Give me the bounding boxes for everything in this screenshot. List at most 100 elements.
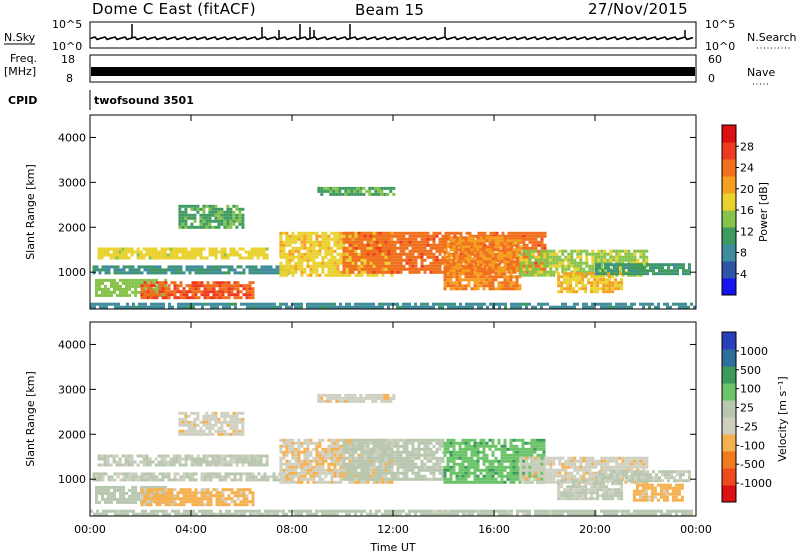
velocity-data-cell xyxy=(239,475,243,479)
velocity-data-cell xyxy=(324,447,328,451)
power-data-cell xyxy=(209,284,213,288)
power-data-cell xyxy=(634,269,637,273)
velocity-data-cell xyxy=(184,420,188,424)
velocity-data-cell xyxy=(251,478,255,482)
power-data-cell xyxy=(300,240,304,244)
velocity-data-cell xyxy=(381,471,385,475)
power-data-cell xyxy=(140,278,144,282)
velocity-data-cell xyxy=(220,423,224,427)
power-data-cell xyxy=(380,186,384,190)
power-data-cell xyxy=(603,258,607,262)
power-data-cell xyxy=(241,225,245,229)
power-data-cell xyxy=(411,240,415,244)
power-data-cell xyxy=(155,284,159,288)
velocity-data-cell xyxy=(115,454,119,458)
power-data-cell xyxy=(372,267,376,271)
velocity-data-cell xyxy=(155,491,159,495)
power-data-cell xyxy=(531,234,535,238)
power-data-cell xyxy=(136,247,140,251)
power-data-cell xyxy=(399,231,403,235)
velocity-data-cell xyxy=(211,411,215,415)
power-data-cell xyxy=(152,278,156,282)
velocity-data-cell xyxy=(396,447,400,451)
power-data-cell xyxy=(497,245,501,249)
velocity-data-cell xyxy=(339,444,343,448)
velocity-data-cell xyxy=(288,468,292,472)
power-data-cell xyxy=(263,268,267,272)
power-data-cell xyxy=(608,275,612,279)
power-data-cell xyxy=(291,267,295,271)
power-data-cell xyxy=(158,287,162,291)
power-data-cell xyxy=(610,263,613,267)
power-data-cell xyxy=(178,222,182,226)
velocity-data-cell xyxy=(336,468,340,472)
velocity-data-cell xyxy=(318,474,322,478)
velocity-data-cell xyxy=(378,462,382,466)
power-data-cell xyxy=(318,305,321,309)
power-data-cell xyxy=(351,246,355,250)
power-data-cell xyxy=(458,254,462,258)
power-data-cell xyxy=(239,271,243,275)
velocity-data-cell xyxy=(279,447,283,451)
velocity-data-cell xyxy=(221,491,225,495)
power-data-cell xyxy=(601,269,604,273)
velocity-data-cell xyxy=(372,468,376,472)
velocity-data-cell xyxy=(196,429,200,433)
velocity-data-cell xyxy=(199,426,203,430)
power-data-cell xyxy=(531,246,535,250)
velocity-data-cell xyxy=(215,491,219,495)
power-data-cell xyxy=(239,296,243,300)
power-data-cell xyxy=(372,243,376,247)
velocity-data-cell xyxy=(230,497,234,501)
velocity-data-cell xyxy=(315,480,319,484)
power-data-cell xyxy=(336,252,340,256)
power-data-cell xyxy=(600,258,604,262)
power-data-cell xyxy=(482,239,486,243)
velocity-data-cell xyxy=(282,462,286,466)
power-data-cell xyxy=(682,272,685,276)
power-data-cell xyxy=(558,264,562,268)
power-data-cell xyxy=(318,302,321,306)
power-data-cell xyxy=(461,260,465,264)
velocity-data-cell xyxy=(152,500,156,504)
power-data-cell xyxy=(595,272,598,276)
velocity-data-cell xyxy=(348,444,352,448)
velocity-data-cell xyxy=(217,426,221,430)
power-data-cell xyxy=(449,269,453,273)
power-data-cell xyxy=(399,270,403,274)
power-data-cell xyxy=(158,281,162,285)
velocity-data-cell xyxy=(312,456,316,460)
velocity-data-cell xyxy=(169,460,173,464)
velocity-data-cell xyxy=(375,441,379,445)
velocity-data-cell xyxy=(188,491,192,495)
power-data-cell xyxy=(201,302,204,306)
velocity-data-cell xyxy=(160,454,164,458)
velocity-data-cell xyxy=(161,491,165,495)
velocity-data-cell xyxy=(339,456,343,460)
power-data-cell xyxy=(248,271,252,275)
velocity-data-cell xyxy=(272,478,276,482)
velocity-data-cell xyxy=(247,454,251,458)
power-data-cell xyxy=(591,249,595,253)
power-data-cell xyxy=(384,270,388,274)
power-data-cell xyxy=(591,255,595,259)
power-data-cell xyxy=(205,256,209,260)
power-data-cell xyxy=(458,284,462,288)
power-data-cell xyxy=(160,250,164,254)
velocity-data-cell xyxy=(161,478,165,482)
power-data-cell xyxy=(205,225,209,229)
power-data-cell xyxy=(473,242,477,246)
velocity-data-cell xyxy=(363,474,367,478)
power-data-cell xyxy=(441,246,445,250)
power-data-cell xyxy=(515,263,519,267)
velocity-data-cell xyxy=(294,459,298,463)
velocity-data-cell xyxy=(182,475,186,479)
power-data-cell xyxy=(429,264,433,268)
power-data-cell xyxy=(578,272,582,276)
power-data-cell xyxy=(467,281,471,285)
velocity-data-cell xyxy=(303,456,307,460)
velocity-data-cell xyxy=(357,477,361,481)
power-data-cell xyxy=(435,255,439,259)
power-data-cell xyxy=(564,249,568,253)
velocity-data-cell xyxy=(390,441,394,445)
